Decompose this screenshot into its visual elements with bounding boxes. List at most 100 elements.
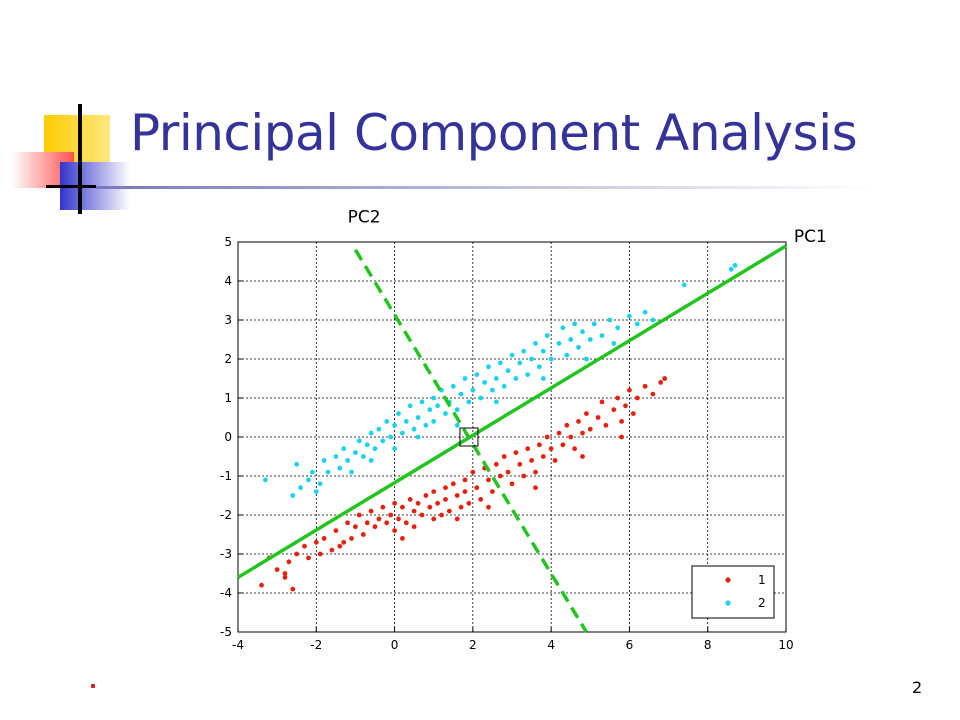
series-2-point (353, 450, 358, 455)
series-2-point (415, 415, 421, 420)
series-2-point (490, 387, 495, 393)
series-1-point (282, 575, 288, 580)
series-1-point (611, 407, 617, 413)
series-1-point (447, 508, 452, 514)
series-1-point (513, 450, 519, 455)
series-1-point (466, 500, 472, 506)
series-1-point (341, 539, 347, 545)
series-1-point (580, 454, 585, 459)
series-1-point (337, 543, 343, 549)
series-2-point (642, 309, 648, 315)
series-1-point (615, 395, 621, 401)
series-2-point (540, 348, 546, 354)
series-2-point (411, 426, 417, 432)
series-1-point (537, 442, 542, 448)
series-1-point (619, 419, 624, 424)
series-2-point (321, 458, 327, 463)
series-1-point (623, 403, 628, 409)
series-2-point (419, 399, 425, 405)
series-2-point (384, 419, 390, 424)
series-1-point (333, 528, 339, 533)
series-1-point (392, 528, 397, 533)
y-tick-label: 5 (224, 235, 232, 249)
series-2-point (364, 442, 370, 448)
legend-marker-2 (725, 600, 731, 606)
series-1-point (286, 559, 292, 565)
series-2-point (474, 372, 480, 377)
deco-horizontal-bar (46, 185, 96, 188)
series-1-point (450, 481, 456, 487)
x-tick-label: 10 (778, 638, 793, 652)
series-2-point (431, 419, 437, 424)
series-2-point (392, 422, 397, 428)
legend-box (691, 565, 775, 619)
x-tick-label: 8 (704, 638, 712, 652)
series-1-point (454, 516, 460, 522)
series-2-point (556, 341, 562, 346)
page-number: 2 (912, 678, 923, 697)
series-1-point (584, 411, 589, 416)
series-2-point (407, 403, 413, 409)
y-tick-label: -1 (220, 469, 232, 483)
series-2-point (607, 317, 613, 323)
series-1-point (317, 551, 323, 557)
y-tick-label: 0 (224, 430, 232, 444)
series-2-point (599, 333, 605, 338)
series-2-point (564, 352, 570, 358)
y-tick-label: -5 (220, 625, 232, 639)
series-1-point (486, 504, 491, 510)
series-2-point (263, 477, 268, 483)
series-1-point (478, 497, 484, 502)
series-2-point (728, 266, 734, 272)
series-1-point (364, 520, 370, 526)
y-tick-label: 3 (224, 313, 232, 327)
series-2-point (681, 282, 687, 288)
series-1-point (521, 473, 527, 479)
series-1-point (576, 419, 581, 424)
series-2-point (529, 356, 534, 362)
series-2-point (587, 337, 593, 342)
series-1-point (411, 524, 417, 530)
series-2-point (493, 399, 499, 405)
series-1-point (388, 512, 394, 518)
series-1-point (634, 395, 640, 401)
series-1-point (470, 469, 476, 475)
deco-vertical-bar (78, 104, 82, 214)
series-2-point (376, 426, 382, 432)
series-2-point (325, 469, 331, 475)
series-2-point (466, 399, 472, 405)
series-2-point (298, 485, 303, 491)
series-1-point (650, 391, 656, 397)
series-2-point (454, 407, 460, 413)
series-2-point (732, 263, 738, 268)
series-1-point (368, 508, 374, 514)
pc1-line (237, 244, 787, 579)
series-2-point (584, 356, 589, 362)
series-2-point (560, 325, 566, 331)
footer-bullet (91, 684, 95, 688)
series-2-point (345, 458, 350, 463)
legend-marker-1 (725, 577, 731, 583)
series-1-point (294, 551, 300, 557)
series-2-point (615, 325, 621, 331)
series-2-point (525, 372, 531, 377)
series-2-point (341, 446, 347, 452)
series-1-point (396, 516, 401, 522)
series-2-point (388, 434, 394, 440)
series-2-point (540, 376, 546, 381)
y-tick-label: -4 (220, 586, 232, 600)
series-1-point (290, 586, 296, 592)
series-1-point (443, 485, 448, 491)
series-2-point (458, 391, 464, 397)
series-2-point (337, 465, 343, 471)
series-2-point (548, 356, 554, 362)
series-2-point (568, 337, 574, 342)
series-2-point (423, 422, 429, 428)
series-1-point (572, 446, 577, 452)
series-2-point (313, 489, 319, 494)
series-1-point (439, 512, 444, 518)
legend: 12 (691, 565, 775, 619)
series-1-point (302, 543, 307, 549)
